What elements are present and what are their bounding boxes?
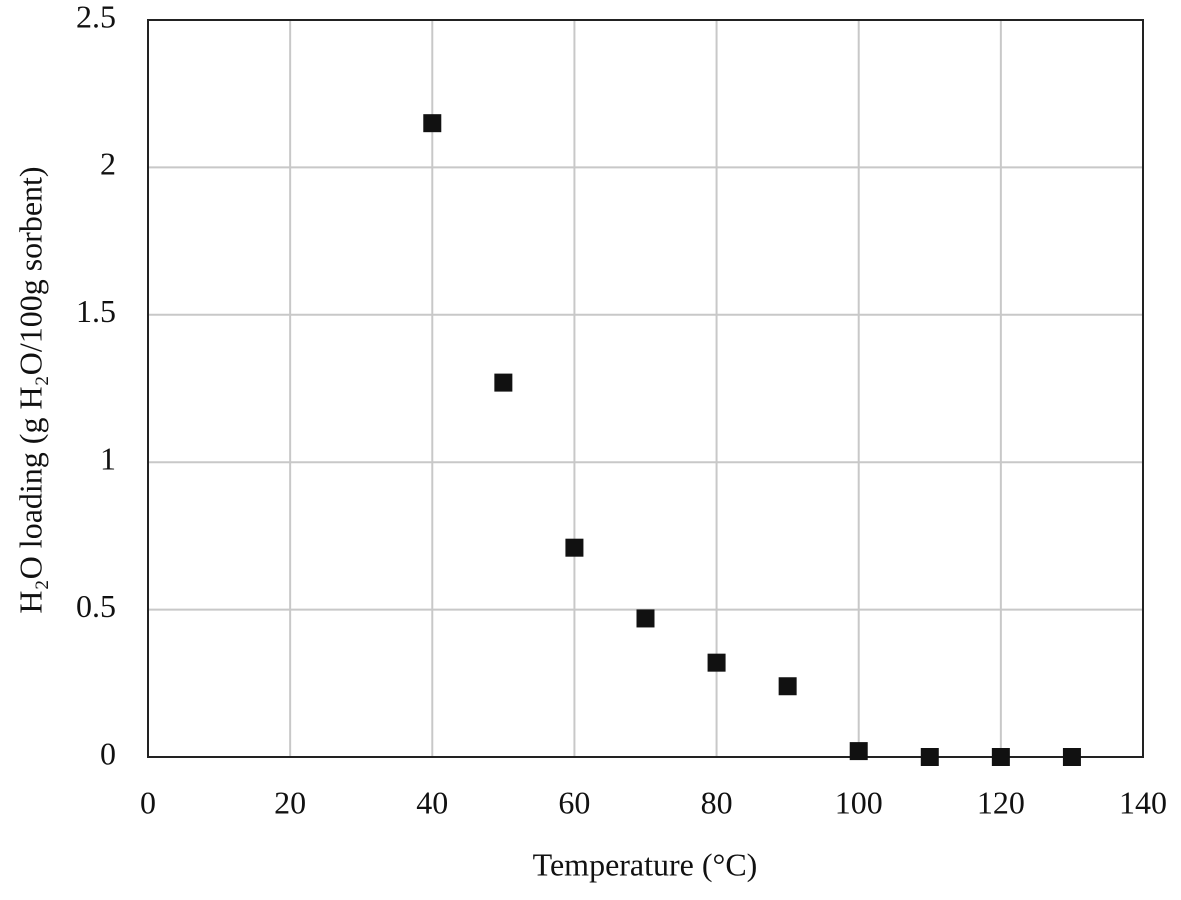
point <box>636 609 655 628</box>
plot-border <box>147 19 1144 758</box>
x-tick-label: 140 <box>1119 784 1167 820</box>
x-tick-label: 60 <box>558 784 590 820</box>
point <box>920 748 939 766</box>
x-tick-label: 40 <box>416 784 448 820</box>
y-tick-label: 1 <box>100 441 116 477</box>
y-tick-label: 1.5 <box>76 293 116 329</box>
y-tick-label: 0.5 <box>76 588 116 624</box>
point <box>778 677 797 696</box>
y-axis-label: H₂O loading (g H₂O/100g sorbent) <box>12 166 48 613</box>
point <box>423 114 442 133</box>
x-axis-label: Temperature (°C) <box>533 846 758 882</box>
y-tick-label: 2.5 <box>76 0 116 34</box>
point <box>991 748 1010 766</box>
x-tick-label: 0 <box>140 784 156 820</box>
x-tick-label: 100 <box>835 784 883 820</box>
point <box>494 373 513 392</box>
point <box>565 538 584 557</box>
x-tick-label: 80 <box>701 784 733 820</box>
y-tick-label: 2 <box>100 146 116 182</box>
x-tick-label: 120 <box>977 784 1025 820</box>
point <box>707 653 726 672</box>
x-tick-label: 20 <box>274 784 306 820</box>
y-tick-label: 0 <box>100 735 116 771</box>
point <box>849 742 868 761</box>
point <box>1062 748 1081 766</box>
